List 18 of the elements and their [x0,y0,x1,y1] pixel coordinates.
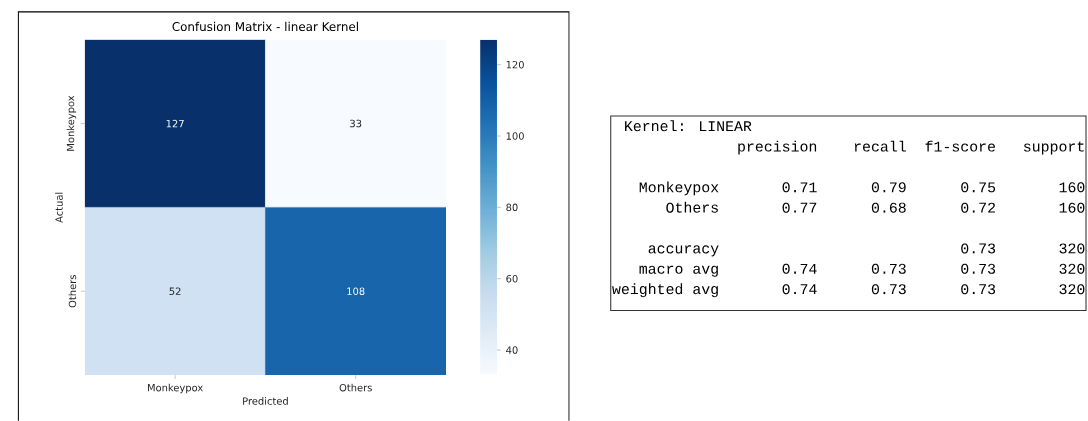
color-bar-label: 60 [506,275,518,283]
text: Kernel: LINEAR [625,120,752,132]
color-bar-label: 120 [506,61,524,69]
color-bar-label: 100 [506,132,524,140]
data-label: 33 [350,119,362,128]
x-axis-title: Predicted [243,397,288,405]
text: weighted avg 0.74 0.73 0.73 320 [612,283,1085,298]
color-bar-label: 40 [506,346,518,354]
y-axis-title: Actual [55,192,63,223]
data-label: 127 [166,119,184,128]
color-bar-label: 80 [506,203,518,212]
text: precision recall f1-score support [738,140,1084,155]
text: accuracy 0.73 320 [648,243,1085,257]
chart-title: Confusion Matrix - linear Kernel [172,21,358,32]
text: Others 0.77 0.68 0.72 160 [666,201,1085,213]
data-label: 108 [347,287,365,296]
text: Monkeypox 0.71 0.79 0.75 160 [639,181,1085,196]
text: macro avg 0.74 0.73 0.73 320 [639,263,1085,277]
